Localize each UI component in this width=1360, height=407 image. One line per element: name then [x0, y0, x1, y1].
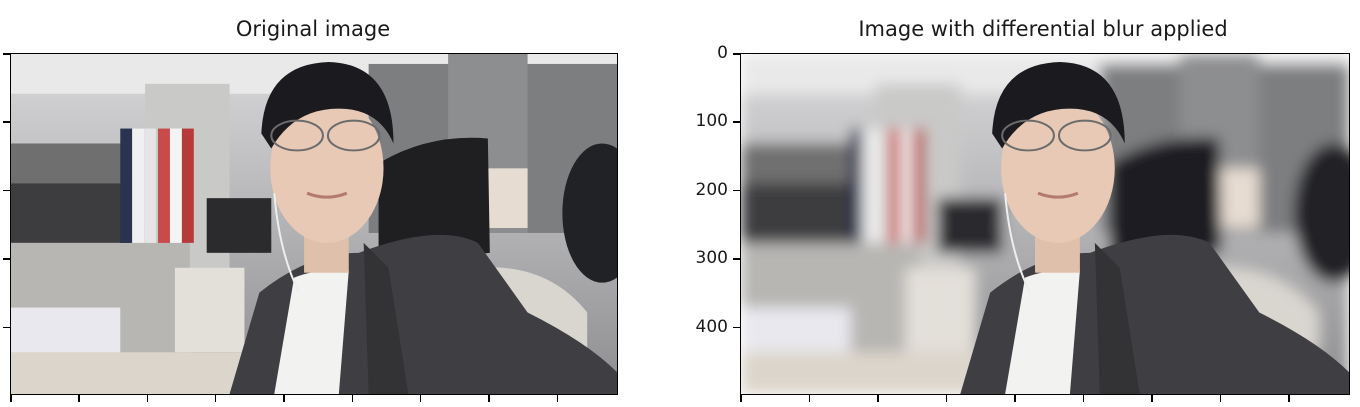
x-tick: [78, 395, 80, 402]
y-tick: [733, 326, 740, 329]
person-figure: [960, 61, 1349, 394]
y-tick: [733, 189, 740, 192]
x-tick: [1288, 395, 1290, 402]
y-tick-label: 0: [717, 43, 728, 63]
y-tick: [3, 121, 10, 123]
original-image-axes: [10, 53, 618, 395]
y-tick-label: 100: [695, 111, 728, 132]
y-tick: [3, 53, 10, 55]
x-tick: [351, 395, 354, 402]
x-tick: [10, 395, 12, 402]
y-tick-label: 200: [695, 179, 728, 200]
person-figure: [229, 61, 617, 394]
y-tick: [733, 121, 740, 123]
x-tick: [488, 395, 490, 402]
x-tick: [1014, 395, 1016, 402]
y-tick-label: 300: [695, 248, 728, 269]
y-tick: [3, 189, 10, 192]
x-tick: [808, 395, 811, 402]
blurred-image-axes: [740, 53, 1350, 395]
original-photo: [11, 54, 617, 394]
left-chart-title: Original image: [235, 17, 391, 41]
x-tick: [740, 395, 742, 402]
x-tick: [214, 395, 217, 402]
y-tick: [733, 53, 740, 55]
right-chart-title: Image with differential blur applied: [858, 17, 1228, 41]
x-tick: [419, 395, 422, 402]
x-tick: [283, 395, 285, 402]
x-tick: [1082, 395, 1085, 402]
x-tick: [877, 395, 879, 402]
y-tick: [3, 258, 10, 260]
x-tick: [556, 395, 559, 402]
x-tick: [945, 395, 948, 402]
y-tick: [733, 258, 740, 260]
x-tick: [1151, 395, 1153, 402]
y-tick: [3, 326, 10, 329]
y-tick-label: 400: [695, 316, 728, 337]
blurred-photo: [741, 54, 1349, 394]
x-tick: [146, 395, 149, 402]
x-tick: [1219, 395, 1222, 402]
